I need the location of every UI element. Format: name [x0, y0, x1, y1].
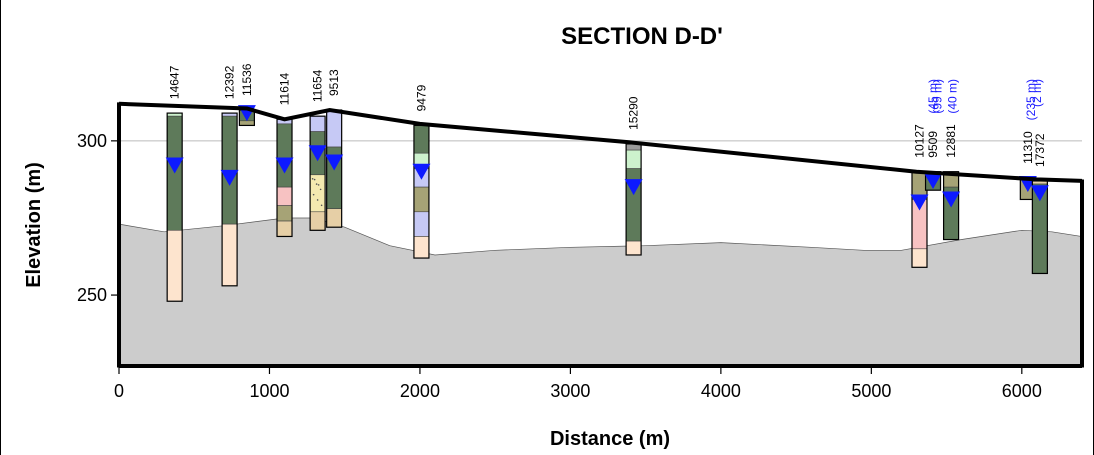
water-level-marker-12392: [220, 169, 239, 186]
well-11614-layer-4: [276, 220, 293, 237]
water-level-marker-9479: [412, 163, 431, 180]
well-label-15290: 15290: [627, 96, 641, 130]
well-label-11536: 11536: [240, 63, 254, 96]
offset-label-4: (2 m): [1030, 79, 1044, 107]
well-label-9509: 9509: [926, 131, 940, 158]
well-14647: 14647: [165, 65, 184, 302]
ground-surface-line: [118, 101, 1083, 183]
water-level-marker-11614: [275, 157, 294, 174]
x-tick-label-2000: 2000: [400, 381, 440, 401]
well-11654-dot-7: [317, 184, 320, 186]
well-label-11654: 11654: [311, 69, 325, 102]
x-tick-label-0: 0: [114, 381, 124, 401]
water-level-marker-15290: [624, 179, 643, 196]
x-tick-label-4000: 4000: [701, 381, 741, 401]
well-9479-layer-4: [413, 211, 430, 237]
well-15290: 15290: [624, 96, 643, 256]
well-11654-layer-3: [309, 211, 326, 231]
well-11654-layer-2: [309, 174, 326, 213]
well-11614-layer-2: [276, 186, 293, 206]
water-level-marker-10127: [910, 194, 929, 211]
well-11614-layer-1: [276, 123, 293, 188]
well-14647-outline: [166, 112, 183, 302]
well-11614-layer-3: [276, 205, 293, 222]
well-label-17372: 17372: [1033, 133, 1047, 167]
water-level-marker-12881: [942, 191, 961, 208]
water-level-marker-9513: [325, 154, 344, 171]
offset-label-0: (45 m): [926, 79, 940, 114]
well-12881: 12881: [942, 124, 961, 241]
well-11654: 11654: [308, 69, 327, 231]
well-11654-dot-5: [320, 204, 323, 207]
well-label-10127: 10127: [912, 124, 926, 158]
y-tick-label-250: 250: [77, 285, 107, 305]
well-11654-outline: [309, 115, 326, 231]
well-15290-layer-3: [625, 240, 642, 256]
well-9479-layer-0: [413, 125, 430, 154]
offset-label-3: (235 m): [1024, 79, 1038, 120]
well-9513: 9513: [325, 69, 344, 228]
x-tick-label-1000: 1000: [249, 381, 289, 401]
well-label-12392: 12392: [223, 65, 237, 99]
water-level-marker-9509: [924, 172, 943, 189]
well-11654-dot-3: [312, 193, 315, 196]
water-level-marker-14647: [165, 157, 184, 174]
y-axis-title: Elevation (m): [23, 162, 45, 288]
well-label-9479: 9479: [414, 84, 428, 111]
well-9509: 9509: [924, 131, 943, 191]
offset-label-1: (99 m): [931, 79, 945, 114]
well-11654-layer-0: [309, 115, 326, 132]
water-level-marker-17372: [1030, 185, 1049, 202]
plot-area: 14647 12392 11536 11614 11654 9513 9479 15290 10…: [77, 63, 1084, 401]
well-9479-layer-3: [413, 186, 430, 213]
well-10127-layer-2: [911, 248, 928, 268]
well-label-9513: 9513: [327, 69, 341, 96]
well-9513-layer-0: [326, 109, 342, 148]
x-tick-label-6000: 6000: [1002, 381, 1042, 401]
well-14647-layer-2: [166, 229, 183, 302]
well-label-12881: 12881: [944, 124, 958, 158]
x-tick-label-5000: 5000: [851, 381, 891, 401]
well-10127: 10127: [910, 124, 929, 268]
offset-label-2: (40 m): [946, 79, 960, 114]
bedrock-area: [118, 217, 1083, 367]
well-11536-layer-1: [239, 120, 255, 126]
well-9479: 9479: [412, 84, 431, 259]
well-15290-layer-1: [625, 149, 642, 169]
well-11654-dot-4: [316, 199, 319, 201]
well-11654-dot-1: [315, 183, 318, 185]
well-label-14647: 14647: [168, 65, 182, 99]
chart-title: SECTION D-D': [561, 23, 723, 50]
x-axis-title: Distance (m): [550, 428, 670, 450]
well-12881-outline: [942, 171, 960, 241]
well-11654-dot-0: [311, 177, 314, 180]
well-label-11614: 11614: [278, 72, 292, 105]
y-tick-label-300: 300: [77, 131, 107, 151]
well-9479-layer-5: [413, 236, 430, 259]
well-9513-layer-2: [326, 208, 342, 228]
well-17372: 17372: [1030, 133, 1049, 275]
well-11614: 11614: [275, 72, 294, 238]
well-12392-outline: [221, 112, 238, 287]
well-11654-dot-6: [313, 178, 316, 181]
well-12392-layer-2: [221, 223, 238, 287]
x-tick-label-3000: 3000: [550, 381, 590, 401]
well-11536: 11536: [237, 63, 256, 127]
water-level-marker-11654: [308, 145, 327, 162]
well-label-11310: 11310: [1021, 131, 1035, 164]
well-11654-dot-2: [319, 188, 322, 191]
well-12392: 12392: [220, 65, 239, 287]
